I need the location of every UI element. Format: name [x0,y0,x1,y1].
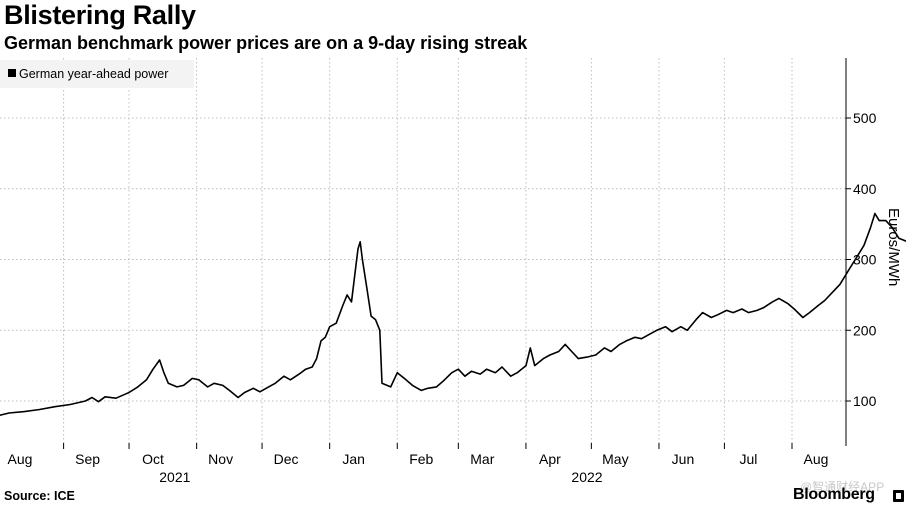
series-layer [0,212,906,416]
legend-label: German year-ahead power [19,67,168,81]
x-tick-label: Dec [274,451,299,467]
x-tick-label: Jun [672,451,695,467]
year-label: 2021 [159,469,190,485]
bloomberg-mark-icon [893,490,904,502]
x-tick-label: Feb [409,451,433,467]
legend: German year-ahead power [0,60,194,88]
x-tick-label: Aug [804,451,829,467]
series-line [0,212,906,416]
x-tick-label: May [602,451,628,467]
y-tick-label: 400 [853,181,877,197]
y-axis-title: Euros/MWh [885,208,902,286]
legend-swatch [8,69,16,77]
source-note: Source: ICE [4,489,75,503]
y-tick-label: 300 [853,252,877,268]
year-label: 2022 [571,469,602,485]
x-tick-label: Sep [75,451,100,467]
chart-title: Blistering Rally [4,0,196,30]
x-tick-label: Aug [8,451,33,467]
legend-box [0,60,194,88]
x-tick-label: Mar [470,451,494,467]
chart-subtitle: German benchmark power prices are on a 9… [4,33,528,53]
y-tick-label: 200 [853,322,877,338]
grid [0,58,846,446]
y-tick-label: 100 [853,393,877,409]
axes: 100 200 300 400 500 Euros/MWh Aug Sep Oct Nov Dec J… [8,58,902,485]
x-tick-label: Jul [739,451,757,467]
x-tick-label: Apr [539,451,561,467]
x-tick-label: Jan [342,451,365,467]
y-tick-label: 500 [853,110,877,126]
watermark-text: @智通财经APP [800,480,885,494]
x-tick-label: Oct [142,451,164,467]
x-tick-label: Nov [208,451,233,467]
bloomberg-logo: Bloomberg [793,486,875,503]
